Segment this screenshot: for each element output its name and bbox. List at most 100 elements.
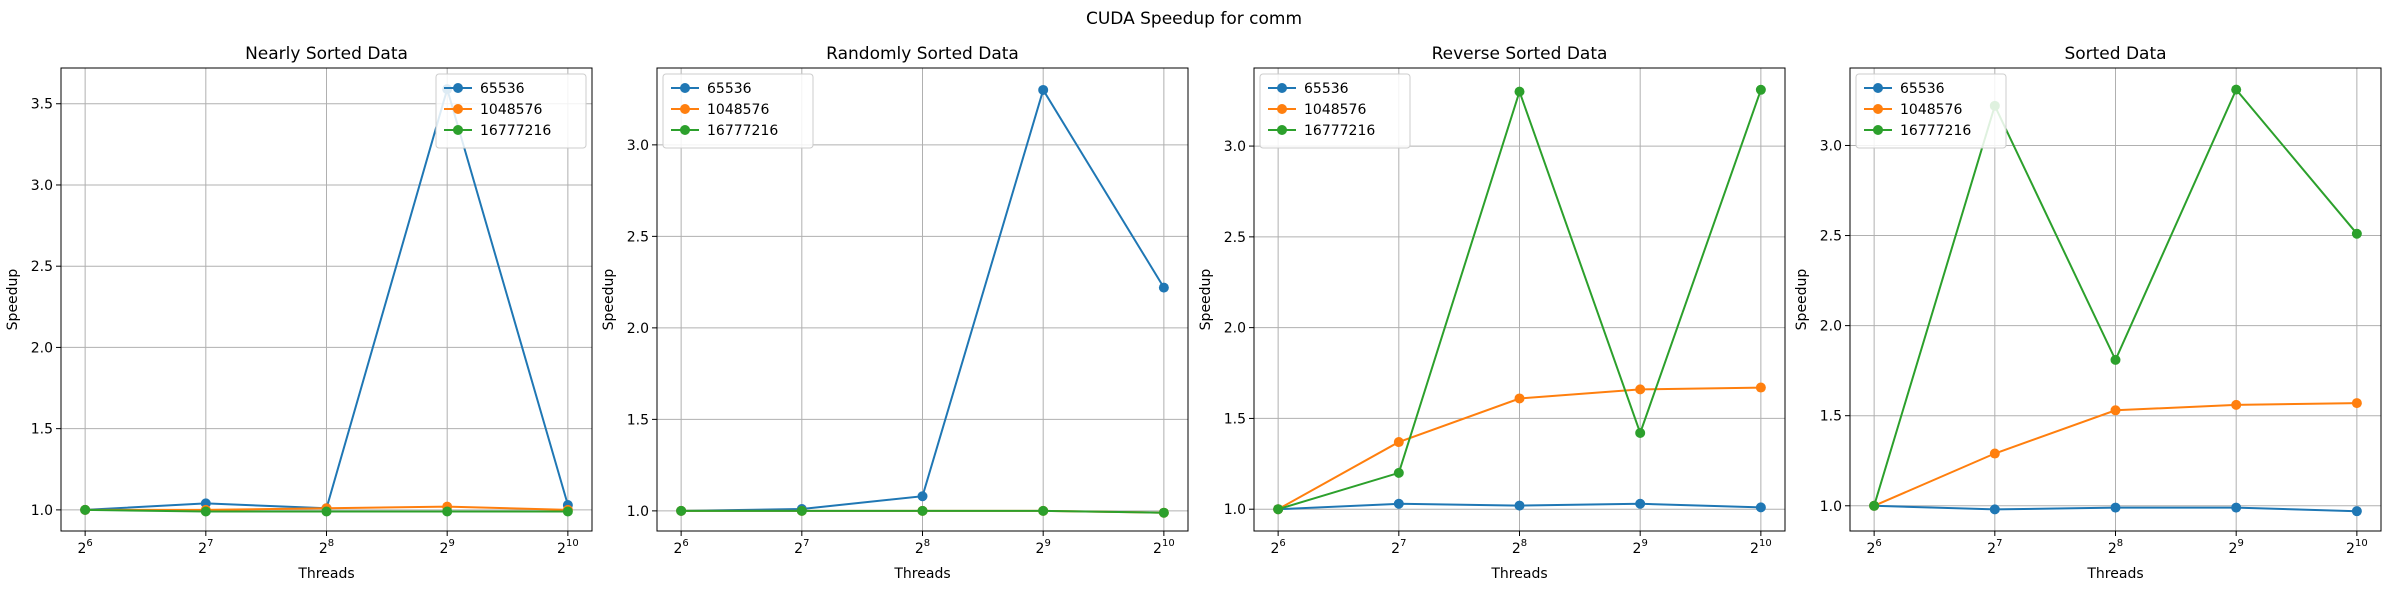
y-tick-label: 2.0	[1224, 321, 1246, 337]
axes-frame	[1253, 67, 1786, 532]
legend-label: 16777216	[707, 123, 778, 139]
data-point-65536	[1393, 498, 1404, 509]
legend-label: 16777216	[1900, 123, 1971, 139]
legend-label: 1048576	[1900, 102, 1962, 118]
y-tick-label: 1.0	[31, 503, 53, 519]
legend-swatch-marker	[1277, 104, 1287, 114]
y-tick-label: 1.0	[1224, 502, 1246, 518]
legend-box	[1259, 73, 1411, 149]
legend-swatch-marker	[1873, 104, 1883, 114]
legend: 65536 1048576 16777216	[662, 73, 814, 149]
data-point-16777216	[2351, 228, 2362, 239]
data-point-16777216	[1755, 84, 1766, 95]
legend: 65536 1048576 16777216	[435, 73, 587, 149]
data-point-65536	[1635, 498, 1646, 509]
legend-swatch-marker	[1277, 83, 1287, 93]
subplot-title: Sorted Data	[2064, 44, 2166, 64]
y-tick-label: 1.5	[1820, 409, 1842, 425]
x-tick-label: 26	[1866, 538, 1881, 557]
legend-swatch-marker	[453, 104, 463, 114]
x-tick-label: 210	[2346, 538, 2368, 557]
x-tick-label: 26	[77, 538, 92, 557]
legend-label: 65536	[707, 81, 752, 97]
data-point-16777216	[1038, 505, 1049, 516]
data-point-1048576	[2351, 398, 2362, 409]
legend-label: 1048576	[480, 102, 542, 118]
data-point-1048576	[1755, 382, 1766, 393]
data-point-1048576	[1635, 384, 1646, 395]
x-tick-label: 28	[2108, 538, 2123, 557]
data-point-16777216	[1514, 86, 1525, 97]
data-point-65536	[2351, 506, 2362, 517]
data-point-16777216	[1869, 500, 1880, 511]
y-tick-label: 1.0	[1820, 499, 1842, 515]
x-tick-label: 29	[440, 538, 455, 557]
legend-swatch-marker	[680, 104, 690, 114]
data-point-16777216	[80, 504, 91, 515]
legend-swatch-marker	[453, 125, 463, 135]
data-point-16777216	[796, 505, 807, 516]
axes-frame	[656, 67, 1189, 532]
axes-frame	[60, 67, 593, 532]
y-tick-label: 1.5	[627, 412, 649, 428]
x-tick-label: 27	[794, 538, 809, 557]
x-axis-label: Threads	[1490, 566, 1547, 582]
y-axis-label: Speedup	[601, 269, 617, 331]
subplot-4: 26 27 28 29 210 1.0 1.5 2.0 2.5 3.0 Sorted Data Thr…	[1794, 44, 2382, 582]
data-point-65536	[917, 491, 928, 502]
subplot-3: 26 27 28 29 210 1.0 1.5 2.0 2.5 3.0 Reverse Sorted…	[1198, 44, 1786, 582]
y-tick-label: 1.5	[1224, 411, 1246, 427]
legend-label: 65536	[1304, 81, 1349, 97]
x-tick-label: 28	[319, 538, 334, 557]
x-tick-label: 210	[1750, 538, 1772, 557]
data-point-65536	[1989, 504, 2000, 515]
data-point-65536	[2231, 502, 2242, 513]
subplot-1: 26 27 28 29 210 1.0 1.5 2.0 2.5 3.0 3.5 Nearly Sort…	[5, 44, 593, 582]
data-point-16777216	[442, 506, 453, 517]
y-axis-label: Speedup	[1198, 269, 1214, 331]
x-axis-label: Threads	[2086, 566, 2143, 582]
x-tick-label: 28	[1512, 538, 1527, 557]
x-tick-label: 210	[557, 538, 579, 557]
data-point-65536	[2110, 502, 2121, 513]
x-tick-label: 210	[1153, 538, 1175, 557]
legend-box	[1855, 73, 2007, 149]
y-tick-label: 1.0	[627, 504, 649, 520]
figure-suptitle: CUDA Speedup for comm	[1086, 9, 1302, 29]
x-tick-label: 29	[1633, 538, 1648, 557]
y-axis-label: Speedup	[1794, 269, 1810, 331]
data-point-65536	[1038, 84, 1049, 95]
legend-label: 1048576	[707, 102, 769, 118]
data-point-65536	[1755, 502, 1766, 513]
y-tick-label: 3.0	[1224, 139, 1246, 155]
y-tick-label: 1.5	[31, 422, 53, 438]
x-tick-label: 27	[1987, 538, 2002, 557]
y-tick-label: 2.0	[1820, 319, 1842, 335]
data-point-16777216	[1393, 467, 1404, 478]
subplot-title: Nearly Sorted Data	[245, 44, 408, 64]
y-tick-label: 3.5	[31, 97, 53, 113]
data-point-16777216	[2110, 354, 2121, 365]
subplot-2: 26 27 28 29 210 1.0 1.5 2.0 2.5 3.0 Randomly Sorte…	[601, 44, 1189, 582]
legend-box	[662, 73, 814, 149]
data-point-16777216	[562, 506, 573, 517]
data-point-1048576	[1393, 437, 1404, 448]
y-tick-label: 3.0	[1820, 138, 1842, 154]
legend-label: 65536	[1900, 81, 1945, 97]
data-point-1048576	[1514, 393, 1525, 404]
legend-box	[435, 73, 587, 149]
data-point-16777216	[200, 506, 211, 517]
x-tick-label: 26	[1270, 538, 1285, 557]
legend: 65536 1048576 16777216	[1855, 73, 2007, 149]
x-tick-label: 27	[198, 538, 213, 557]
data-point-16777216	[1158, 507, 1169, 518]
data-point-65536	[1158, 282, 1169, 293]
legend-swatch-marker	[680, 125, 690, 135]
x-tick-label: 29	[1036, 538, 1051, 557]
data-point-16777216	[1635, 427, 1646, 438]
data-point-16777216	[676, 505, 687, 516]
legend-swatch-marker	[680, 83, 690, 93]
legend-swatch-marker	[1873, 83, 1883, 93]
data-point-1048576	[2231, 399, 2242, 410]
y-tick-label: 2.5	[1820, 229, 1842, 245]
